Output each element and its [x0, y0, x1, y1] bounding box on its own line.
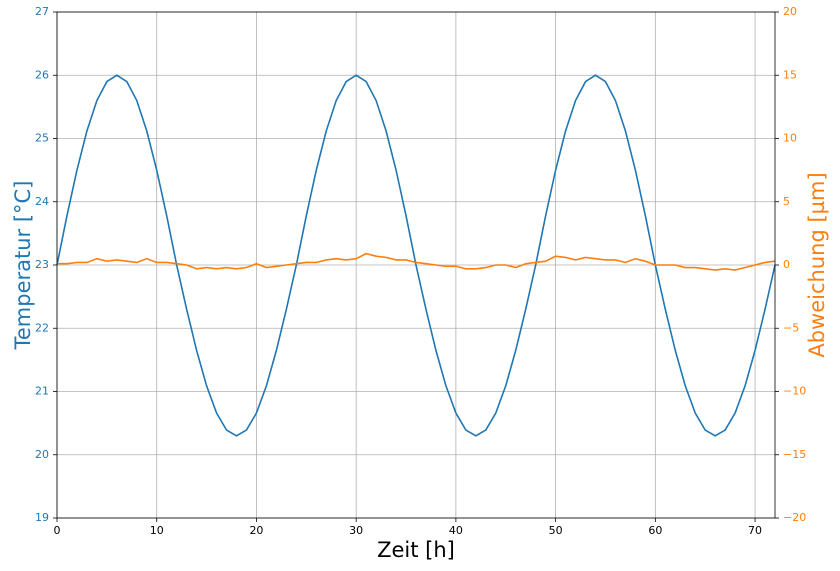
y-tick-label: 24 [35, 195, 49, 208]
x-tick-label: 30 [349, 524, 363, 537]
y-tick-label: 27 [35, 5, 49, 18]
x-tick-label: 70 [748, 524, 762, 537]
x-tick-label: 0 [54, 524, 61, 537]
y2-tick-label: −5 [783, 321, 799, 334]
x-tick-label: 40 [449, 524, 463, 537]
y2-tick-label: 0 [783, 258, 790, 271]
y-tick-label: 25 [35, 132, 49, 145]
y2-tick-label: −20 [783, 511, 806, 524]
x-tick-label: 50 [549, 524, 563, 537]
x-tick-label: 10 [150, 524, 164, 537]
y2-tick-label: 10 [783, 132, 797, 145]
series-line [56, 74, 776, 437]
y2-tick-label: −10 [783, 385, 806, 398]
y2-tick-label: 20 [783, 5, 797, 18]
y-tick-label: 26 [35, 68, 49, 81]
y2-axis-label: Abweichung [µm] [805, 172, 829, 357]
y-tick-label: 23 [35, 258, 49, 271]
y2-tick-label: −15 [783, 448, 806, 461]
y-tick-label: 21 [35, 385, 49, 398]
series-line [57, 252, 776, 271]
y-tick-label: 19 [35, 511, 49, 524]
y-tick-label: 20 [35, 448, 49, 461]
y-axis-label: Temperatur [°C] [11, 181, 35, 351]
plot-frame [56, 11, 776, 519]
x-tick-label: 60 [648, 524, 662, 537]
x-axis-label: Zeit [h] [377, 538, 455, 562]
y2-tick-label: 5 [783, 195, 790, 208]
y-tick-label: 22 [35, 321, 49, 334]
y2-tick-label: 15 [783, 68, 797, 81]
x-tick-label: 20 [249, 524, 263, 537]
